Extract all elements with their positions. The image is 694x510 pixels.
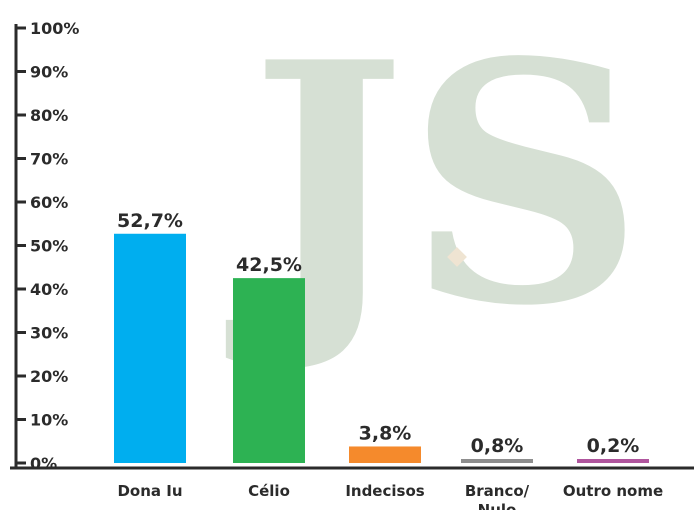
value-label: 0,8%	[471, 435, 524, 457]
bars	[114, 233, 649, 463]
category-label: Nulo	[478, 501, 517, 510]
y-tick-label: 0%	[30, 454, 57, 473]
y-tick-label: 20%	[30, 367, 68, 386]
bar	[577, 459, 649, 463]
category-label: Outro nome	[563, 482, 663, 500]
y-axis: 0% 10% 20% 30% 40% 50% 60% 70% 80% 90% 100%	[14, 19, 79, 473]
value-label: 42,5%	[236, 254, 302, 276]
value-label: 0,2%	[587, 435, 640, 457]
bar	[349, 446, 421, 463]
value-labels: 52,7% 42,5% 3,8% 0,8% 0,2%	[117, 210, 639, 457]
category-labels: Dona Iu Célio Indecisos Branco/Nulo Outro no…	[117, 482, 663, 510]
y-tick-label: 50%	[30, 237, 68, 256]
category-label: Dona Iu	[117, 482, 182, 500]
category-label: Branco/	[465, 482, 530, 500]
y-tick-label: 100%	[30, 19, 79, 38]
y-tick-label: 10%	[30, 411, 68, 430]
watermark-diamond	[447, 247, 467, 267]
y-tick-label: 60%	[30, 193, 68, 212]
y-tick-label: 30%	[30, 324, 68, 343]
value-label: 52,7%	[117, 210, 183, 232]
y-tick-label: 90%	[30, 63, 68, 82]
bar	[461, 459, 533, 463]
y-tick-label: 80%	[30, 106, 68, 125]
bar	[233, 278, 305, 463]
category-label: Célio	[248, 482, 290, 500]
y-tick-label: 70%	[30, 150, 68, 169]
bar	[114, 233, 186, 463]
category-label: Indecisos	[345, 482, 424, 500]
value-label: 3,8%	[359, 422, 412, 444]
y-tick-label: 40%	[30, 280, 68, 299]
